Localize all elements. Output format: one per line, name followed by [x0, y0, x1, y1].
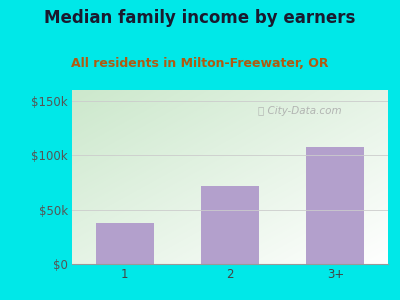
Text: Ⓠ City-Data.com: Ⓠ City-Data.com	[258, 106, 341, 116]
Text: All residents in Milton-Freewater, OR: All residents in Milton-Freewater, OR	[71, 57, 329, 70]
Text: Median family income by earners: Median family income by earners	[44, 9, 356, 27]
Bar	[306, 146, 364, 264]
Bar	[201, 186, 259, 264]
Bar	[96, 223, 154, 264]
